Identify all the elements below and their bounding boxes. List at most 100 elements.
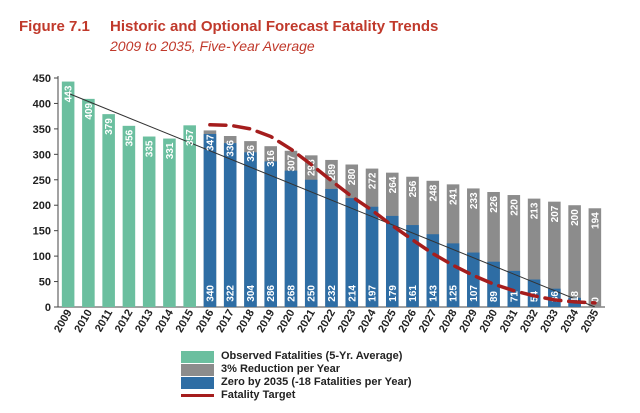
bar-zero-by-2035	[244, 152, 257, 307]
x-tick-label: 2024	[356, 307, 379, 335]
x-tick-label: 2022	[315, 308, 338, 335]
bar-label-zero-by-2035: 197	[368, 285, 379, 302]
legend-swatch-reduction	[181, 364, 214, 376]
y-tick-label: 400	[33, 98, 51, 110]
legend-label-zero: Zero by 2035 (-18 Fatalities per Year)	[221, 376, 412, 388]
x-tick-label: 2011	[93, 308, 115, 335]
bar-label-observed: 443	[64, 85, 75, 102]
bar-observed	[183, 125, 196, 308]
fatality-target-line	[208, 123, 597, 305]
bar-label-3pct-reduction: 289	[327, 163, 338, 180]
x-tick-label: 2033	[538, 308, 561, 335]
bar-label-3pct-reduction: 200	[570, 209, 581, 226]
x-tick-label: 2029	[457, 308, 480, 335]
bar-observed	[122, 125, 136, 307]
legend-label-observed: Observed Fatalities (5-Yr. Average)	[221, 350, 403, 362]
bar-label-zero-by-2035: 286	[266, 285, 277, 302]
bar-zero-by-2035	[446, 243, 460, 307]
bar-zero-by-2035	[304, 179, 318, 307]
x-tick-label: 2023	[336, 308, 359, 335]
bar-zero-by-2035	[264, 161, 278, 307]
bar-label-3pct-reduction: 194	[590, 212, 601, 229]
bar-label-observed: 335	[145, 140, 156, 157]
figure-label: Figure 7.1	[19, 18, 90, 35]
bar-label-3pct-reduction: 316	[266, 150, 277, 167]
bar-label-3pct-reduction: 220	[509, 199, 520, 216]
bar-zero-by-2035	[385, 215, 399, 307]
x-tick-label: 2026	[397, 308, 420, 335]
legend-item-zero: Zero by 2035 (-18 Fatalities per Year)	[181, 376, 481, 390]
bar-label-zero-by-2035: 322	[226, 285, 237, 302]
x-tick-label: 2018	[234, 308, 257, 335]
bar-label-3pct-reduction: 307	[286, 154, 297, 171]
bar-label-3pct-reduction: 298	[307, 159, 318, 176]
bar-label-3pct-reduction: 248	[428, 184, 439, 201]
x-tick-label: 2009	[52, 308, 75, 335]
bar-observed	[102, 114, 115, 308]
bar-label-3pct-reduction: 226	[489, 196, 500, 213]
bar-zero-by-2035	[426, 234, 440, 307]
x-tick-label: 2015	[174, 308, 197, 335]
y-tick-label: 100	[33, 251, 51, 263]
bar-label-zero-by-2035: 179	[388, 285, 399, 302]
x-tick-label: 2013	[133, 308, 156, 335]
bar-label-zero-by-2035: 89	[489, 291, 500, 303]
x-tick-label: 2027	[417, 308, 440, 335]
x-tick-label: 2020	[275, 308, 298, 335]
bar-label-zero-by-2035: 250	[307, 285, 318, 302]
legend-item-target: Fatality Target	[181, 389, 481, 403]
x-tick-label: 2034	[559, 307, 582, 335]
bar-zero-by-2035	[548, 288, 561, 307]
bar-label-3pct-reduction: 347	[205, 134, 216, 151]
bar-3pct-reduction	[588, 208, 602, 307]
x-tick-label: 2035	[579, 308, 602, 335]
bar-zero-by-2035	[284, 170, 298, 307]
bar-label-zero-by-2035: 107	[469, 285, 480, 302]
legend-label-reduction: 3% Reduction per Year	[221, 363, 341, 375]
x-tick-label: 2012	[113, 308, 136, 335]
chart-subtitle: 2009 to 2035, Five-Year Average	[110, 38, 315, 54]
x-tick-label: 2019	[255, 308, 278, 335]
bar-label-3pct-reduction: 326	[246, 145, 257, 162]
x-tick-label: 2014	[153, 307, 176, 335]
x-tick-label: 2017	[214, 308, 237, 335]
bar-zero-by-2035	[406, 225, 419, 307]
legend-item-observed: Observed Fatalities (5-Yr. Average)	[181, 350, 481, 364]
chart-title: Historic and Optional Forecast Fatality …	[110, 18, 439, 35]
y-tick-label: 0	[45, 302, 51, 314]
trend-line	[67, 92, 596, 308]
bar-3pct-reduction	[568, 205, 581, 307]
bar-observed	[163, 138, 176, 307]
bar-zero-by-2035	[467, 252, 480, 307]
bar-observed	[82, 98, 95, 307]
bar-label-3pct-reduction: 213	[530, 202, 541, 219]
legend-swatch-zero	[181, 377, 214, 389]
bar-label-zero-by-2035: 214	[347, 285, 358, 302]
bar-label-3pct-reduction: 207	[550, 205, 561, 222]
bar-label-3pct-reduction: 264	[388, 176, 399, 193]
y-tick-label: 250	[33, 175, 51, 187]
bar-label-zero-by-2035: 304	[246, 285, 257, 302]
bar-label-3pct-reduction: 272	[368, 172, 379, 189]
x-tick-label: 2028	[437, 308, 460, 335]
bar-zero-by-2035	[325, 188, 338, 307]
bar-zero-by-2035	[527, 279, 541, 307]
bar-label-3pct-reduction: 256	[408, 180, 419, 197]
bar-label-zero-by-2035: 268	[286, 285, 297, 302]
bar-observed	[142, 136, 156, 307]
bar-label-zero-by-2035: 161	[408, 285, 419, 302]
legend-item-reduction: 3% Reduction per Year	[181, 363, 481, 377]
bar-zero-by-2035	[365, 206, 379, 307]
legend-swatch-target	[181, 394, 214, 397]
bar-label-3pct-reduction: 336	[226, 140, 237, 157]
y-tick-label: 450	[33, 73, 51, 85]
bar-label-zero-by-2035: 143	[428, 285, 439, 302]
x-tick-label: 2032	[518, 308, 541, 335]
bar-zero-by-2035	[487, 261, 500, 307]
bar-label-observed: 357	[185, 129, 196, 146]
bar-label-zero-by-2035: 36	[550, 291, 561, 303]
bar-label-observed: 379	[104, 118, 115, 135]
x-tick-label: 2021	[295, 308, 318, 335]
bar-3pct-reduction	[548, 201, 561, 307]
